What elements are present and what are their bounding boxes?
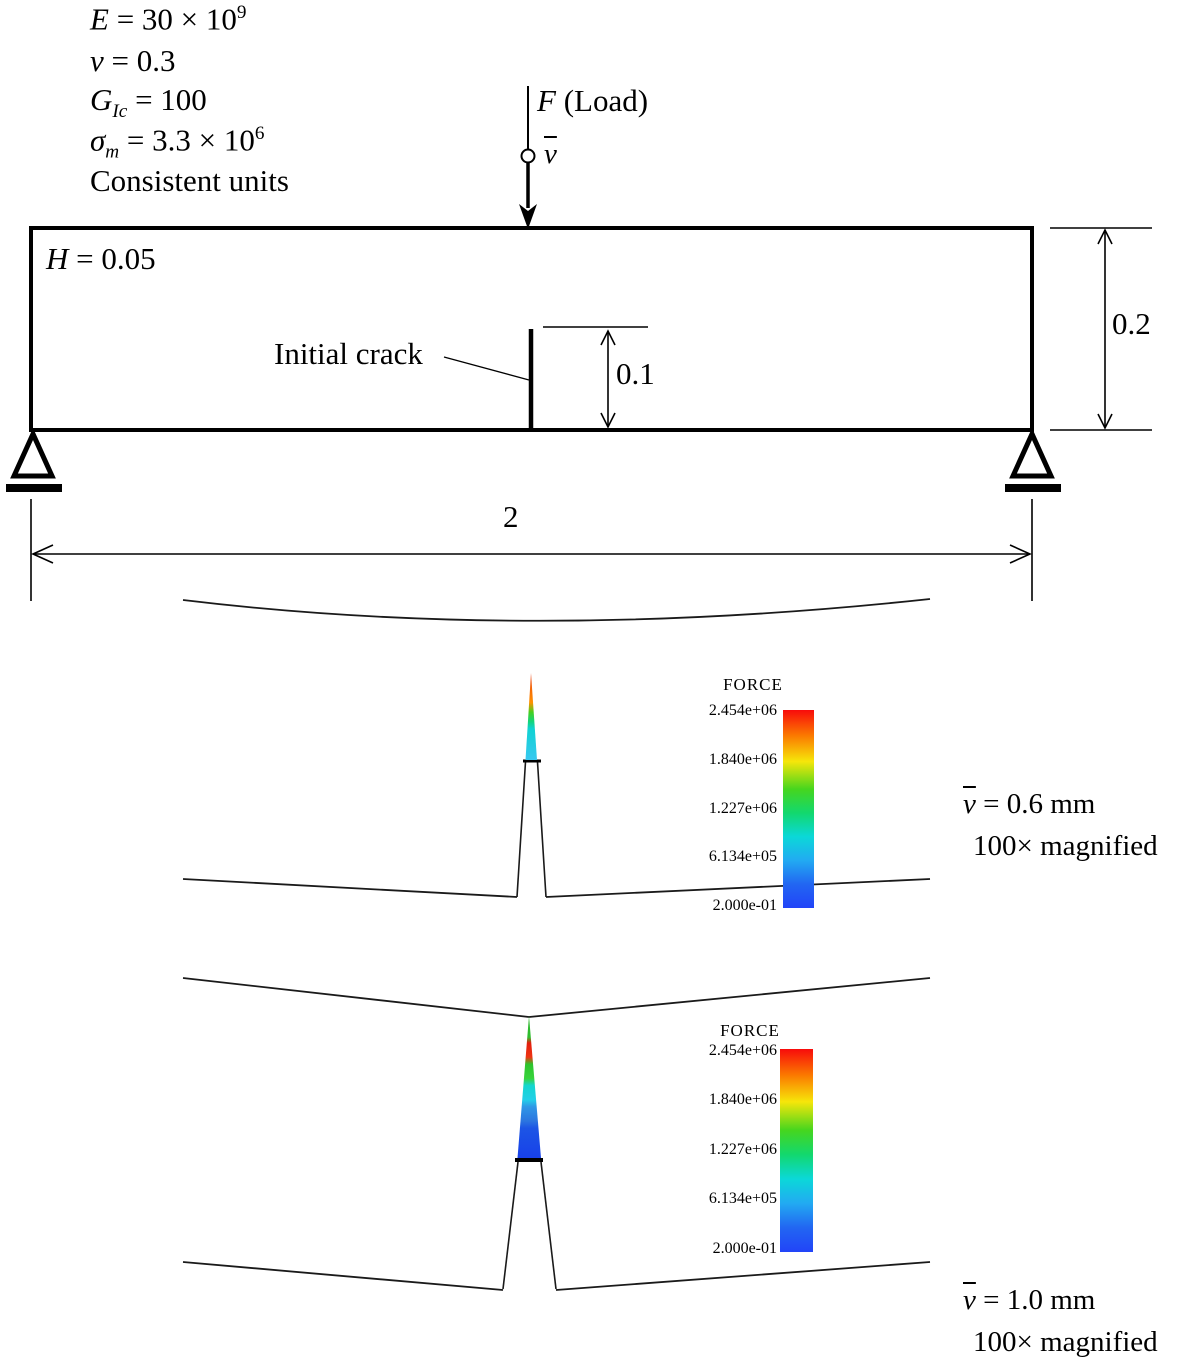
plot2-magnification-label: 100× magnified (973, 1326, 1158, 1358)
legend-title-1: FORCE (723, 675, 783, 694)
cohesive-spike-1 (525, 673, 537, 760)
property-poisson: ν = 0.3 (90, 43, 176, 78)
plot1-displacement-label: v = 0.6 mm (963, 788, 1096, 820)
legend-value: 1.840e+06 (708, 751, 777, 768)
dim-crack-depth-arrow (600, 329, 616, 429)
property-fracture-energy: GIc = 100 (90, 82, 207, 123)
legend-value: 6.134e+05 (708, 1190, 777, 1207)
dim-span-arrow (30, 499, 1033, 601)
legend-value: 6.134e+05 (708, 848, 777, 865)
legend-value: 2.000e-01 (712, 1240, 777, 1257)
plot2-displacement-label: v = 1.0 mm (963, 1284, 1096, 1316)
load-label: F (Load) (537, 83, 649, 118)
colorbar-2 (780, 1049, 813, 1252)
property-units-note: Consistent units (90, 163, 289, 198)
deformed-beam-2 (182, 977, 931, 1291)
load-arrow (519, 86, 537, 229)
beam-thickness-label: H = 0.05 (46, 241, 156, 276)
colorbar-1 (783, 710, 814, 908)
legend-value: 2.454e+06 (708, 702, 777, 719)
legend-value: 2.000e-01 (712, 897, 777, 914)
plot1-magnification-label: 100× magnified (973, 830, 1158, 862)
dim-crack-depth-label: 0.1 (616, 356, 655, 391)
property-modulus: E = 30 × 109 (90, 1, 247, 37)
dim-beam-height-label: 0.2 (1112, 306, 1151, 341)
legend-value: 1.227e+06 (708, 1141, 777, 1158)
legend-value: 2.454e+06 (708, 1042, 777, 1059)
crack-leader-line (443, 356, 530, 381)
load-point-circle (520, 148, 536, 164)
deformed-beam-1 (182, 598, 931, 898)
support-left-icon (6, 427, 62, 492)
dim-beam-height-arrow (1050, 227, 1152, 431)
legend-value: 1.227e+06 (708, 800, 777, 817)
legend-title-2: FORCE (720, 1021, 780, 1040)
dim-span-label: 2 (503, 499, 519, 534)
cohesive-spike-2 (517, 1016, 541, 1158)
legend-value: 1.840e+06 (708, 1091, 777, 1108)
initial-crack-label: Initial crack (274, 336, 423, 371)
load-displacement-label: v (544, 138, 557, 170)
support-right-icon (1005, 427, 1061, 492)
property-strength: σm = 3.3 × 106 (90, 122, 265, 163)
beam-outline (29, 226, 1034, 432)
